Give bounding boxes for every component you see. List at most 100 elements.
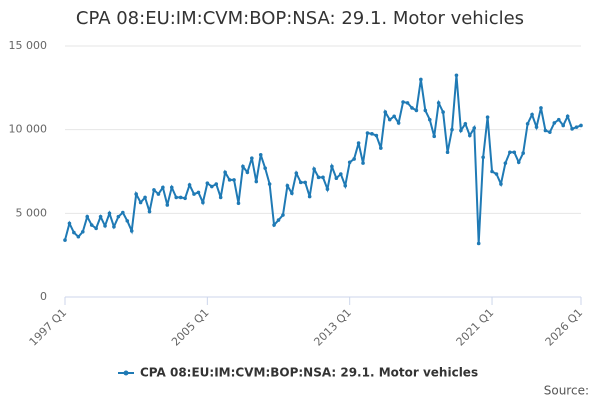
point [365, 131, 370, 135]
point [276, 218, 281, 222]
point [508, 150, 512, 155]
point [499, 182, 503, 186]
point [63, 238, 67, 242]
point [254, 179, 259, 184]
point [463, 122, 468, 126]
point [161, 185, 165, 190]
point [450, 127, 454, 132]
point [112, 224, 116, 229]
point [436, 101, 441, 105]
point [178, 195, 183, 200]
point [129, 229, 134, 233]
point [379, 146, 383, 150]
point [490, 169, 494, 174]
point [485, 115, 490, 119]
point [169, 185, 174, 190]
point [218, 195, 223, 200]
point [316, 175, 321, 180]
legend-label: CPA 08:EU:IM:CVM:BOP:NSA: 29.1. Motor ve… [140, 366, 478, 380]
point [80, 229, 85, 234]
point [383, 110, 388, 114]
point [467, 133, 472, 138]
point [579, 123, 583, 128]
point [121, 210, 125, 215]
point [107, 211, 112, 216]
point [263, 166, 267, 170]
point [459, 128, 463, 133]
point [539, 106, 543, 110]
point [196, 190, 201, 195]
point [245, 170, 250, 175]
point [556, 117, 561, 122]
x-tick-label: 2021 Q1 [454, 306, 497, 349]
point [503, 161, 508, 165]
point [143, 195, 147, 200]
point [156, 192, 161, 196]
point [548, 130, 552, 134]
point [516, 160, 521, 165]
y-tick-label: 10 000 [9, 123, 48, 136]
point [76, 234, 81, 239]
point [521, 151, 525, 155]
point [94, 226, 98, 231]
point [330, 164, 334, 169]
point [356, 141, 361, 145]
point [285, 183, 290, 188]
point [98, 214, 103, 219]
point [307, 194, 312, 199]
point [250, 156, 254, 160]
point [361, 161, 365, 165]
point [187, 183, 192, 187]
point [174, 195, 179, 200]
point [494, 172, 499, 176]
x-tick-label: 2013 Q1 [311, 306, 354, 349]
series-line [64, 75, 582, 244]
source: Source: [544, 384, 589, 398]
point [227, 178, 232, 182]
point [294, 171, 299, 175]
point [165, 203, 170, 207]
point [205, 181, 210, 186]
point [134, 192, 138, 196]
point [441, 110, 445, 114]
point [565, 114, 570, 119]
point [214, 182, 219, 186]
point [232, 178, 236, 182]
point [347, 160, 352, 165]
legend-marker [123, 370, 129, 376]
y-tick-label: 15 000 [9, 39, 48, 52]
point [512, 150, 517, 155]
point [370, 132, 374, 136]
point [454, 73, 459, 78]
point [396, 121, 401, 125]
point [374, 133, 379, 138]
point [472, 126, 477, 130]
point [147, 209, 152, 214]
point [281, 213, 285, 217]
point [392, 114, 396, 119]
point [410, 106, 414, 110]
point [534, 125, 539, 129]
point [530, 112, 534, 117]
point [267, 182, 272, 186]
point [414, 108, 419, 113]
point [103, 224, 107, 228]
point [85, 214, 90, 219]
y-tick-label: 0 [40, 290, 47, 303]
point [432, 134, 437, 139]
point [303, 180, 308, 185]
point [312, 167, 316, 171]
point [67, 221, 72, 226]
point [570, 127, 574, 131]
point [334, 176, 339, 180]
chart-title: CPA 08:EU:IM:CVM:BOP:NSA: 29.1. Motor ve… [76, 8, 524, 29]
point [574, 125, 579, 129]
point [476, 241, 481, 246]
point [258, 152, 263, 157]
point [201, 200, 205, 205]
x-tick-label: 1997 Q1 [27, 306, 70, 349]
point [525, 122, 530, 126]
point [401, 100, 405, 104]
